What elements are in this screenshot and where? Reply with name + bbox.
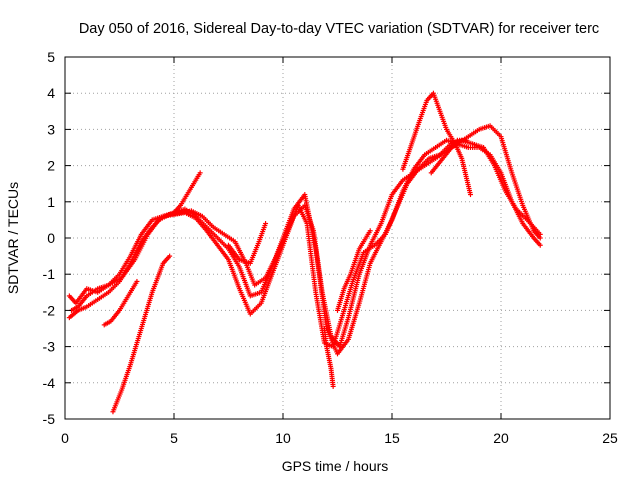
x-tick-label: 5 xyxy=(170,430,178,446)
x-tick-label: 15 xyxy=(384,430,400,446)
y-axis-label: SDTVAR / TECUs xyxy=(5,182,21,294)
x-tick-label: 20 xyxy=(493,430,509,446)
data-point xyxy=(197,170,203,176)
data-point xyxy=(167,253,173,259)
y-tick-label: 1 xyxy=(47,194,55,210)
x-tick-label: 0 xyxy=(61,430,69,446)
data-point xyxy=(463,137,469,143)
data-point xyxy=(134,278,140,284)
x-axis-label: GPS time / hours xyxy=(282,458,389,474)
chart-title: Day 050 of 2016, Sidereal Day-to-day VTE… xyxy=(79,21,599,37)
y-tick-label: 5 xyxy=(47,49,55,65)
data-point xyxy=(537,235,543,241)
y-tick-label: -2 xyxy=(43,302,56,318)
y-tick-label: 2 xyxy=(47,158,55,174)
y-tick-label: -5 xyxy=(43,411,56,427)
data-point xyxy=(330,383,336,389)
x-tick-label: 10 xyxy=(275,430,291,446)
data-point xyxy=(467,192,473,198)
y-tick-label: 0 xyxy=(47,230,55,246)
y-tick-label: -1 xyxy=(43,266,56,282)
x-tick-label: 25 xyxy=(602,430,618,446)
y-tick-label: 4 xyxy=(47,85,55,101)
data-point xyxy=(367,228,373,234)
y-tick-label: 3 xyxy=(47,121,55,137)
data-points xyxy=(66,90,543,415)
y-tick-label: -3 xyxy=(43,339,56,355)
tick-labels: 0 5 10 15 20 25 -5 -4 -3 -2 -1 0 1 2 3 4 5 xyxy=(43,49,618,446)
data-point xyxy=(537,242,543,248)
axis-ticks xyxy=(64,56,611,420)
data-point xyxy=(263,221,269,227)
y-tick-label: -4 xyxy=(43,375,56,391)
